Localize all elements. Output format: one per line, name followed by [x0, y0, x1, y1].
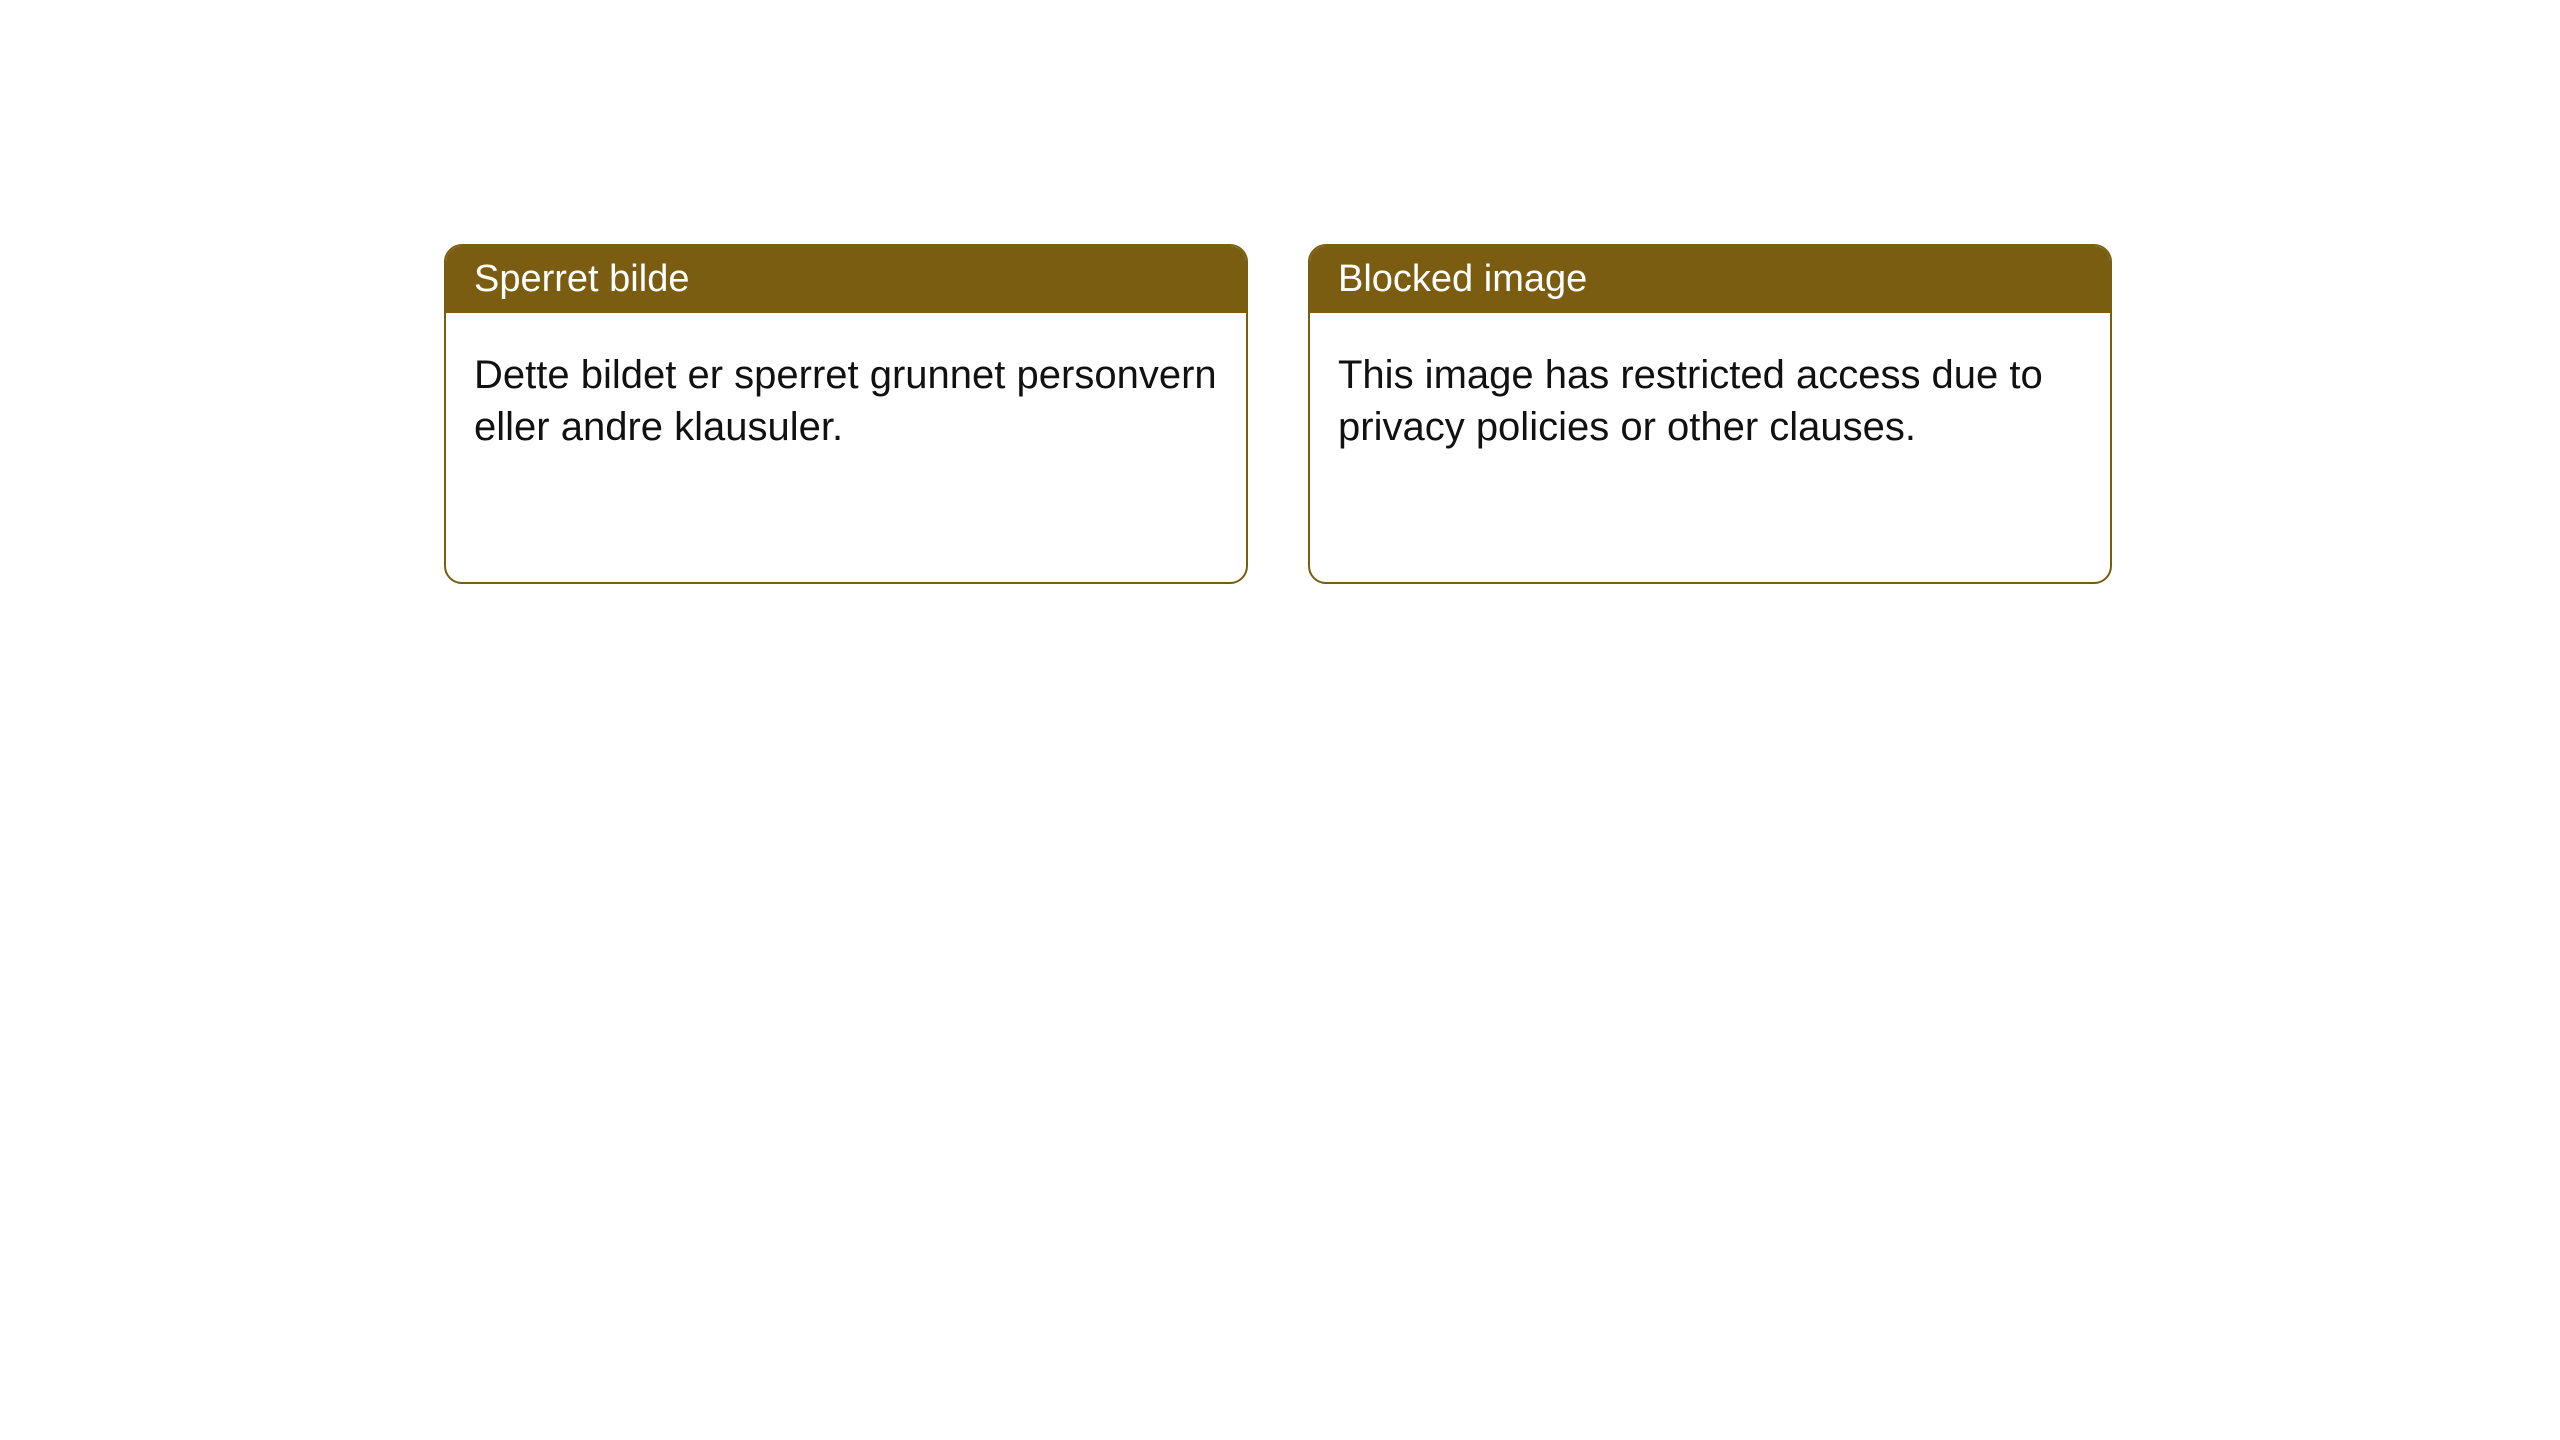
notice-header: Sperret bilde [446, 246, 1246, 313]
notice-body: Dette bildet er sperret grunnet personve… [446, 313, 1246, 489]
notice-header: Blocked image [1310, 246, 2110, 313]
notice-box-norwegian: Sperret bilde Dette bildet er sperret gr… [444, 244, 1248, 584]
notice-title: Sperret bilde [474, 258, 689, 300]
notice-container: Sperret bilde Dette bildet er sperret gr… [444, 244, 2112, 584]
notice-body-text: Dette bildet er sperret grunnet personve… [474, 353, 1217, 449]
notice-box-english: Blocked image This image has restricted … [1308, 244, 2112, 584]
notice-body-text: This image has restricted access due to … [1338, 353, 2043, 449]
notice-body: This image has restricted access due to … [1310, 313, 2110, 489]
notice-title: Blocked image [1338, 258, 1587, 300]
